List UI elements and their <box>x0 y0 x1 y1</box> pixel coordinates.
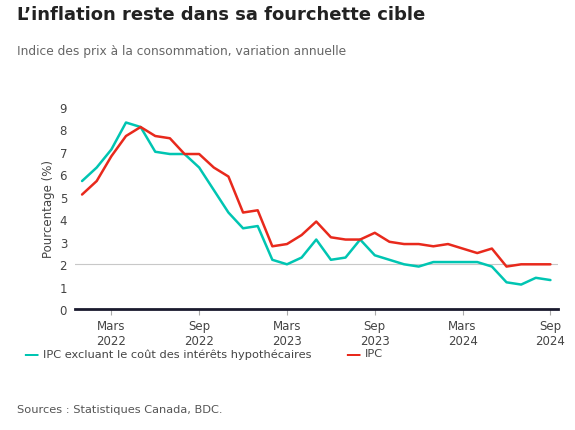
Text: Sources : Statistiques Canada, BDC.: Sources : Statistiques Canada, BDC. <box>17 404 223 414</box>
Text: —: — <box>345 346 361 361</box>
Text: L’inflation reste dans sa fourchette cible: L’inflation reste dans sa fourchette cib… <box>17 6 426 25</box>
Text: IPC excluant le coût des intérêts hypothécaires: IPC excluant le coût des intérêts hypoth… <box>43 348 312 359</box>
Y-axis label: Pourcentage (%): Pourcentage (%) <box>43 160 55 258</box>
Text: Indice des prix à la consommation, variation annuelle: Indice des prix à la consommation, varia… <box>17 45 346 58</box>
Text: —: — <box>23 346 39 361</box>
Text: IPC: IPC <box>365 348 384 359</box>
